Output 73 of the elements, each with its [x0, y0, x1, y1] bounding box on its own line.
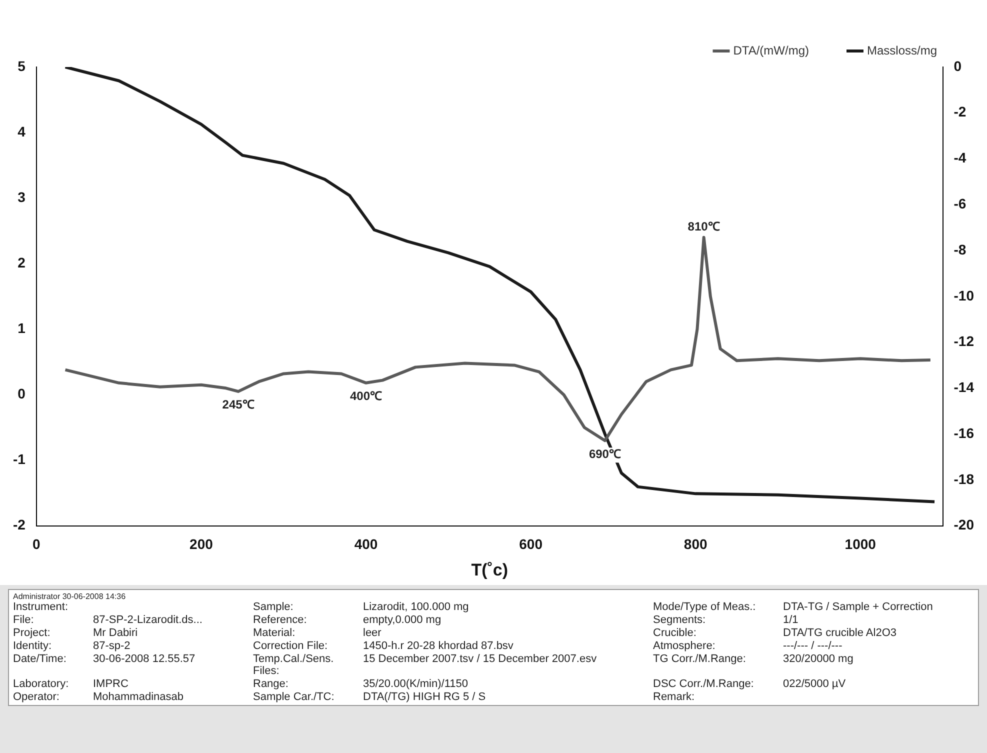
- x-tick-label: 400: [354, 536, 378, 552]
- text: DTA-TG / Sample + Correction: [783, 601, 934, 613]
- text: Operator:: [13, 691, 60, 703]
- text: Reference:: [253, 614, 308, 626]
- text: Laboratory:: [13, 678, 70, 690]
- y-tick-label: 5: [18, 58, 26, 74]
- text: Atmosphere:: [653, 640, 716, 652]
- text: empty,0.000 mg: [363, 614, 442, 626]
- text: 1/1: [783, 614, 800, 626]
- text: ---/--- / ---/---: [783, 640, 844, 652]
- y-tick-label: -2: [12, 516, 26, 533]
- y2-tick-label: -10: [954, 287, 974, 304]
- y2-tick-label: -6: [954, 196, 966, 212]
- text: Project:: [13, 627, 52, 639]
- text: Remark:: [653, 691, 696, 703]
- text: 87-SP-2-Lizarodit.ds...: [93, 614, 204, 626]
- text: TG Corr./M.Range:: [653, 653, 747, 667]
- y-tick-label: 2: [18, 254, 26, 270]
- text: Administrator 30-06-2008 14:36: [13, 592, 127, 601]
- text: Identity:: [13, 640, 53, 652]
- text: 35/20.00(K/min)/1150: [363, 678, 469, 690]
- text: Correction File:: [253, 640, 329, 652]
- x-tick-label: 600: [519, 536, 543, 552]
- text: Mr Dabiri: [93, 627, 139, 639]
- y2-tick-label: -20: [954, 516, 974, 533]
- y2-tick-label: -4: [954, 150, 966, 166]
- text: IMPRC: [93, 678, 130, 690]
- text: 30-06-2008 12.55.57: [93, 653, 196, 667]
- y2-tick-label: -2: [954, 104, 966, 120]
- text: leer: [363, 627, 382, 639]
- legend-label: DTA/(mW/mg): [733, 43, 809, 58]
- x-tick-label: 0: [32, 536, 41, 552]
- y2-tick-label: -18: [954, 470, 974, 487]
- x-tick-label: 1000: [844, 536, 876, 552]
- text: 1450-h.r 20-28 khordad 87.bsv: [363, 640, 514, 652]
- text: Sample:: [253, 601, 294, 613]
- annotation: 810℃: [688, 220, 720, 234]
- text: Sample Car./TC:: [253, 691, 336, 703]
- legend-label: Massloss/mg: [866, 43, 937, 58]
- text: DTA/TG crucible Al2O3: [783, 627, 898, 639]
- y-tick-label: 4: [18, 123, 26, 140]
- annotation: 245℃: [222, 398, 254, 412]
- annotation: 400℃: [350, 389, 382, 404]
- text: Crucible:: [653, 627, 698, 639]
- x-tick-label: 800: [684, 536, 708, 552]
- y2-tick-label: -14: [954, 379, 974, 396]
- text: Lizarodit, 100.000 mg: [363, 601, 470, 613]
- text: Instrument:: [13, 601, 70, 613]
- text: Mode/Type of Meas.:: [653, 601, 757, 613]
- x-tick-label: 200: [190, 536, 214, 552]
- text: 022/5000 µV: [783, 678, 847, 690]
- text: Segments:: [653, 614, 707, 626]
- text: DTA(/TG) HIGH RG 5 / S: [363, 691, 487, 703]
- annotation: 690℃: [588, 446, 621, 461]
- y-tick-label: -1: [12, 451, 26, 468]
- y-tick-label: 0: [18, 386, 26, 402]
- x-axis-title: T(˚c): [471, 560, 508, 580]
- text: 320/20000 mg: [783, 653, 854, 667]
- text: 15 December 2007.tsv / 15 December 2007.esv: [363, 653, 598, 667]
- text: Mohammadinasab: [93, 691, 184, 703]
- y-tick-label: 3: [18, 188, 26, 205]
- text: 87-sp-2: [93, 640, 132, 652]
- text: Material:: [253, 627, 296, 639]
- text: Temp.Cal./Sens. Files:: [253, 653, 335, 677]
- y2-tick-label: -16: [954, 424, 974, 441]
- y2-tick-label: 0: [954, 58, 962, 74]
- text: File:: [13, 614, 35, 626]
- text: Range:: [253, 678, 290, 690]
- text: DSC Corr./M.Range:: [653, 678, 755, 690]
- text: Date/Time:: [13, 653, 68, 667]
- y-tick-label: 1: [18, 320, 26, 336]
- y2-tick-label: -12: [954, 333, 974, 350]
- y2-tick-label: -8: [954, 241, 966, 258]
